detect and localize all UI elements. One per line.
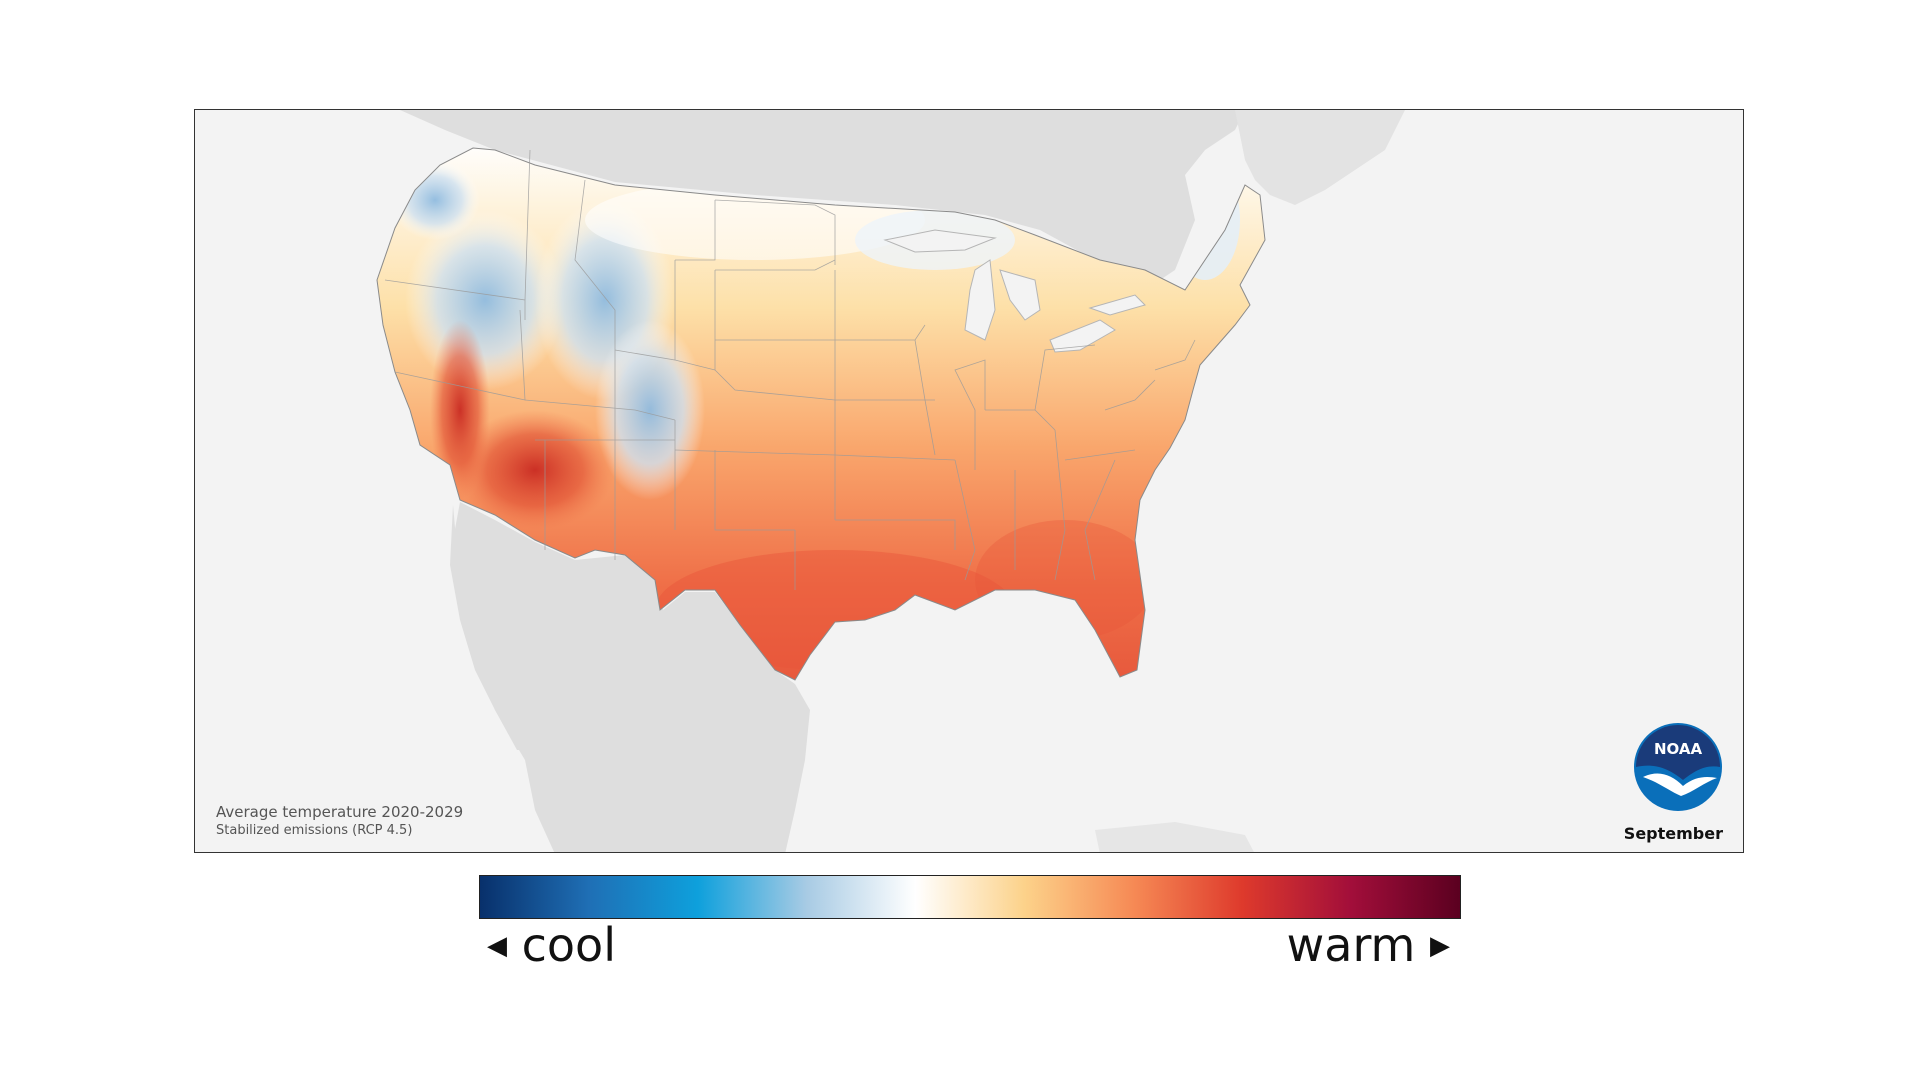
triangle-right-icon: ▶ <box>1430 930 1450 961</box>
triangle-left-icon: ◀ <box>487 930 507 961</box>
legend-warm-text: warm <box>1286 918 1416 972</box>
canada-landmass <box>400 110 1245 290</box>
state-boundaries <box>384 149 1196 590</box>
caption-subtitle: Stabilized emissions (RCP 4.5) <box>216 823 413 838</box>
legend-warm-label: warm ▶ <box>1287 915 1450 979</box>
great-lakes <box>883 229 1146 353</box>
canada-east-landmass <box>1235 110 1405 205</box>
cuba-landmass <box>1095 822 1254 852</box>
mexico-landmass <box>453 502 810 852</box>
legend-cool-label: ◀ cool <box>487 915 616 979</box>
map-canvas <box>376 110 1405 852</box>
color-scale-bar <box>479 875 1461 919</box>
map-panel: Average temperature 2020-2029 Stabilized… <box>194 109 1744 853</box>
month-label: September <box>1623 824 1723 843</box>
noaa-logo-text: NOAA <box>1654 740 1703 758</box>
baja-landmass <box>450 505 530 750</box>
legend-cool-text: cool <box>521 918 616 972</box>
caption-title: Average temperature 2020-2029 <box>216 803 464 821</box>
noaa-logo: NOAA <box>1633 722 1723 812</box>
map-caption: Average temperature 2020-2029 Stabilized… <box>216 802 463 840</box>
